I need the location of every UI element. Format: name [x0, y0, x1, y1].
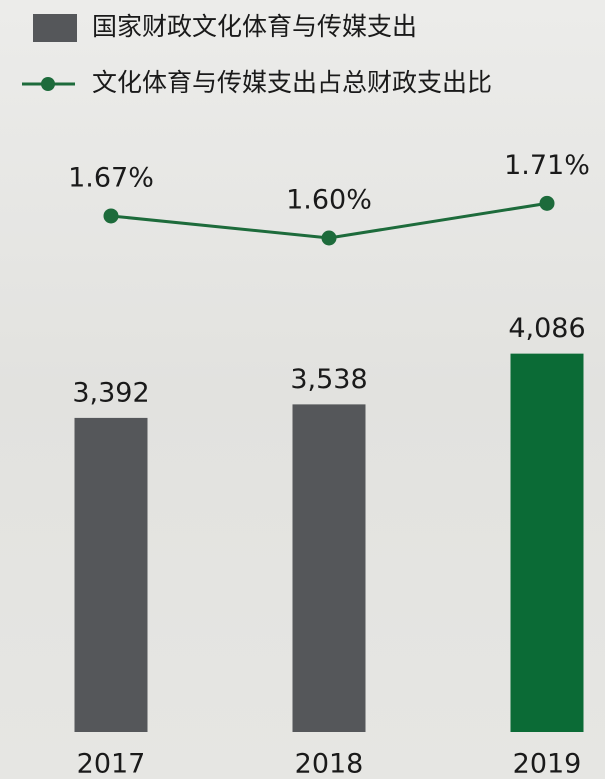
data-label: 1.67%	[68, 162, 154, 193]
legend-label: 国家财政文化体育与传媒支出	[92, 12, 417, 41]
x-tick-label: 2017	[77, 749, 146, 779]
legend-swatch	[33, 14, 77, 42]
x-tick-label: 2019	[513, 749, 582, 779]
x-tick-label: 2018	[295, 749, 364, 779]
bar	[292, 404, 366, 732]
data-label: 3,392	[72, 377, 149, 408]
line-point	[539, 195, 555, 211]
data-label: 4,086	[508, 313, 585, 344]
line-point	[103, 208, 119, 224]
legend-label: 文化体育与传媒支出占总财政支出比	[92, 68, 492, 97]
bar	[74, 417, 148, 732]
data-label: 3,538	[290, 364, 367, 395]
bar	[510, 353, 584, 732]
legend-marker	[41, 77, 55, 91]
data-label: 1.71%	[504, 150, 590, 181]
data-label: 1.60%	[286, 185, 372, 216]
line-point	[321, 230, 337, 246]
